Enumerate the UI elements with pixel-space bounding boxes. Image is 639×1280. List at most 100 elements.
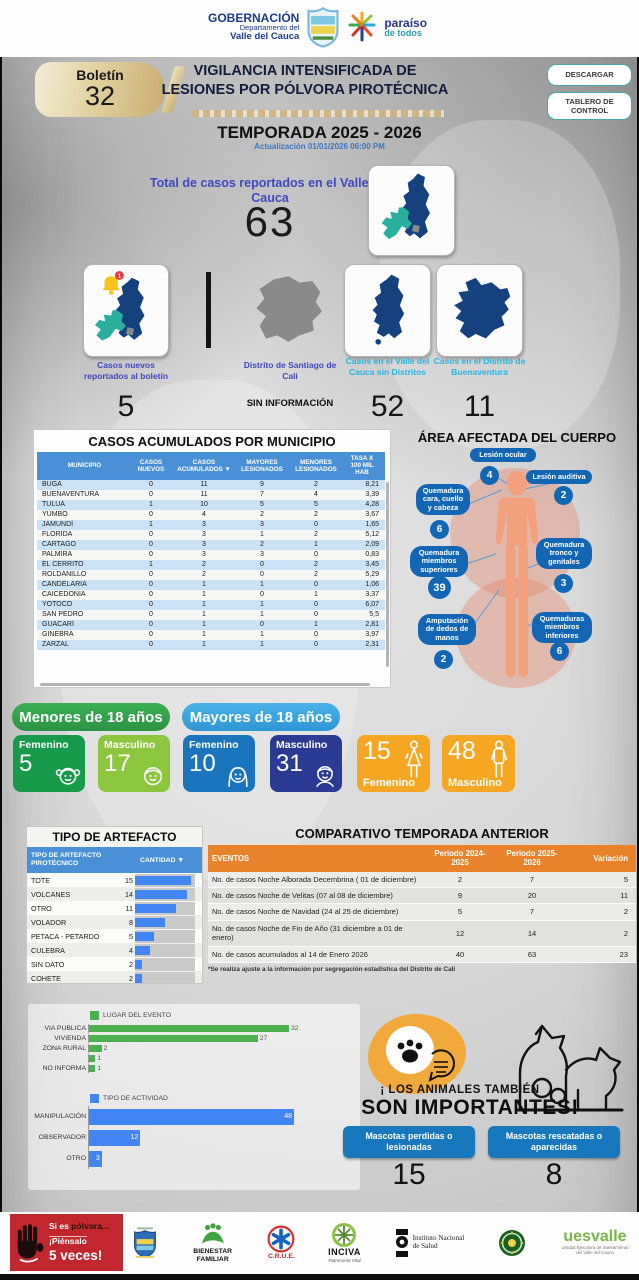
mascotas-perdidas-button[interactable]: Mascotas perdidas o lesionadas — [343, 1126, 475, 1158]
buenaventura-map-card[interactable] — [436, 264, 523, 357]
municipio-row[interactable]: CAICEDONIA 0 1 0 1 3,37 — [37, 589, 385, 600]
comparativo-row[interactable]: No. de casos acumulados al 14 de Enero 2… — [208, 946, 636, 963]
municipio-row[interactable]: TULUÁ 1 10 5 5 4,28 — [37, 499, 385, 510]
artefacto-row[interactable]: VOLCANES 14 — [27, 887, 202, 901]
municipio-row[interactable]: YUMBO 0 4 2 2 3,67 — [37, 509, 385, 520]
municipio-row[interactable]: ROLDANILLO 0 2 0 2 5,29 — [37, 569, 385, 580]
tablero-control-button[interactable]: TABLERO DE CONTROL — [547, 92, 632, 120]
inferiores-bubble[interactable]: Quemaduras miembros inferiores — [532, 612, 592, 644]
artefacto-row[interactable]: SIN DATO 2 — [27, 957, 202, 971]
lugar-bar-row[interactable]: NO INFORMA 1 — [30, 1064, 101, 1073]
actividad-bar-row[interactable]: OBSERVADOR 12 — [30, 1127, 141, 1148]
total-map-card[interactable] — [368, 165, 455, 256]
lugar-bar-area: 2 — [88, 1044, 107, 1053]
comparativo-row[interactable]: No. de casos Noche de Velitas (07 al 08 … — [208, 887, 636, 905]
gobernacion-dept: Valle del Cauca — [230, 31, 300, 43]
comparativo-column-header[interactable]: EVENTOS — [208, 845, 426, 872]
comparativo-column-header[interactable]: Variación — [570, 845, 636, 872]
municipio-cell: SAN PEDRO — [42, 611, 84, 619]
lugar-bar-area: 1 — [88, 1054, 101, 1063]
artefacto-column-cantidad[interactable]: CANTIDAD ▼ — [139, 856, 185, 864]
municipio-row[interactable]: ZARZAL 0 1 1 0 2,31 — [37, 639, 385, 650]
municipio-column-header[interactable]: MENORES LESIONADOS — [289, 452, 343, 480]
artefacto-row[interactable]: TOTE 15 — [27, 873, 202, 887]
comparativo-row[interactable]: No. de casos Noche de Fin de Año (31 dic… — [208, 920, 636, 947]
municipio-row[interactable]: BUENAVENTURA 0 11 7 4 3,39 — [37, 489, 385, 500]
municipio-column-header[interactable]: CASOS ACUMULADOS ▼ — [173, 452, 235, 480]
municipio-row[interactable]: YOTOCO 0 1 1 0 6,07 — [37, 599, 385, 610]
season-title: TEMPORADA 2025 - 2026 — [217, 123, 422, 142]
actividad-legend-label: TIPO DE ACTIVIDAD — [103, 1095, 168, 1102]
artefacto-name: VOLADOR — [31, 917, 67, 927]
lugar-bar-row[interactable]: VIA PUBLICA 32 — [30, 1024, 299, 1033]
comparativo-column-header[interactable]: Periodo 2025-2026 — [494, 845, 570, 872]
municipio-column-header[interactable]: CASOS NUEVOS — [129, 452, 173, 480]
auditiva-count: 2 — [554, 486, 573, 505]
superiores-bubble[interactable]: Quemadura miembros superiores — [410, 546, 468, 578]
auditiva-bubble[interactable]: Lesión auditiva — [526, 470, 592, 485]
total-female-card[interactable]: 15 Femenino — [357, 735, 430, 792]
municipio-row[interactable]: GINEBRA 0 1 1 0 3,97 — [37, 629, 385, 640]
municipio-row[interactable]: GUACARÍ 0 1 0 1 2,81 — [37, 619, 385, 630]
artefacto-row[interactable]: PETACA - PETARDO 5 — [27, 929, 202, 943]
cara-bubble[interactable]: Quemadura cara, cuello y cabeza — [416, 484, 470, 516]
tronco-bubble[interactable]: Quemadura tronco y genitales — [536, 538, 592, 570]
new-cases-map-card[interactable]: 1 — [83, 264, 169, 357]
municipio-cell: YUMBO — [42, 511, 68, 519]
actividad-bar-value: 12 — [130, 1133, 139, 1141]
municipio-row[interactable]: CARTAGO 0 3 2 1 2,09 — [37, 539, 385, 550]
valle-sin-distritos-map-card[interactable] — [344, 264, 431, 357]
comparativo-row[interactable]: No. de casos Noche de Navidad (24 al 25 … — [208, 903, 636, 921]
municipio-cell: EL CERRITO — [42, 561, 84, 569]
actividad-bar-row[interactable]: OTRO 3 — [30, 1148, 102, 1169]
adults-header-pill: Mayores de 18 años — [182, 703, 340, 731]
municipio-row[interactable]: CANDELARIA 0 1 1 0 1,06 — [37, 579, 385, 590]
artefacto-column-tipo[interactable]: TIPO DE ARTEFACTO PIROTÉCNICO — [31, 852, 102, 867]
artefacto-row[interactable]: VOLADOR 8 — [27, 915, 202, 929]
lugar-bar-row[interactable]: VIVIENDA 27 — [30, 1034, 267, 1043]
adults-male-card[interactable]: Masculino 31 — [270, 735, 342, 792]
ocular-bubble[interactable]: Lesión ocular — [470, 448, 536, 463]
municipio-cell: 0 — [260, 571, 264, 579]
artefacto-row[interactable]: COHETE 2 — [27, 971, 202, 983]
comparativo-row[interactable]: No. de casos Noche Alborada Decembrina (… — [208, 871, 636, 889]
municipio-row[interactable]: EL CERRITO 1 2 0 2 3,45 — [37, 559, 385, 570]
human-body-figure — [495, 471, 539, 677]
artefacto-row[interactable]: OTRO 11 — [27, 901, 202, 915]
minors-male-card[interactable]: Masculino 17 — [98, 735, 170, 792]
card-label: Femenino — [19, 739, 69, 751]
cali-value: SIN INFORMACIÓN — [246, 398, 334, 409]
artefacto-bar — [135, 917, 165, 927]
comparativo-cell: 2 — [570, 903, 636, 921]
actividad-bar-row[interactable]: MANIPULACIÓN 48 — [30, 1106, 294, 1127]
minors-female-card[interactable]: Femenino 5 — [13, 735, 85, 792]
lugar-bar-row[interactable]: ZONA RURAL 2 — [30, 1044, 107, 1053]
lugar-bar-row[interactable]: 1 — [30, 1054, 101, 1063]
municipio-column-header[interactable]: TASA X 100 MIL HAB — [343, 452, 385, 480]
municipio-row[interactable]: FLORIDA 0 3 1 2 5,12 — [37, 529, 385, 540]
total-male-card[interactable]: 48 Masculino — [442, 735, 515, 792]
municipio-cell: GINEBRA — [42, 631, 74, 639]
table-scrollbar-vertical[interactable] — [386, 482, 389, 667]
adults-female-card[interactable]: Femenino 10 — [183, 735, 255, 792]
municipio-row[interactable]: SAN PEDRO 0 1 1 0 5,5 — [37, 609, 385, 620]
new-cases-value: 5 — [117, 390, 135, 423]
descargar-button[interactable]: DESCARGAR — [547, 64, 632, 86]
amputacion-bubble[interactable]: Amputación de dedos de manos — [418, 614, 476, 646]
municipio-column-header[interactable]: MUNICIPIO — [37, 452, 129, 480]
municipio-row[interactable]: PALMIRA 0 3 3 0 0,83 — [37, 549, 385, 560]
table-scrollbar-horizontal[interactable] — [40, 683, 370, 686]
municipio-cell: 3,67 — [365, 511, 379, 519]
artefacto-row[interactable]: CULEBRA 4 — [27, 943, 202, 957]
artefacto-bar-track — [135, 957, 195, 971]
municipio-row[interactable]: BUGA 0 11 9 2 8,21 — [37, 479, 385, 490]
municipio-cell: 7 — [260, 491, 264, 499]
municipio-cell: 3 — [260, 521, 264, 529]
mascotas-rescatadas-button[interactable]: Mascotas rescatadas o aparecidas — [488, 1126, 620, 1158]
artefacto-value: 2 — [129, 959, 133, 969]
municipio-row[interactable]: JAMUNDÍ 1 3 3 0 1,65 — [37, 519, 385, 530]
comparativo-column-header[interactable]: Periodo 2024-2025 — [426, 845, 494, 872]
municipio-column-header[interactable]: MAYORES LESIONADOS — [235, 452, 289, 480]
card-value: 15 — [363, 737, 391, 765]
